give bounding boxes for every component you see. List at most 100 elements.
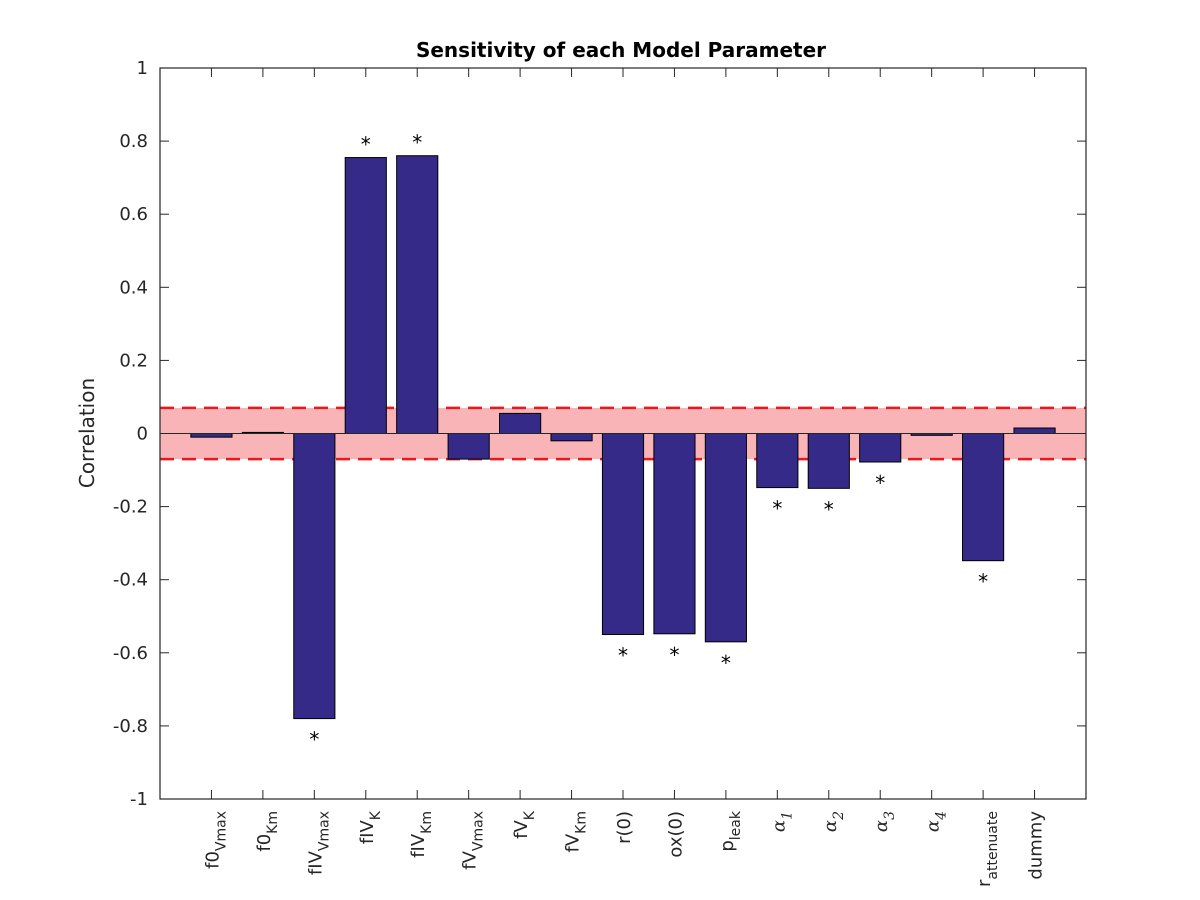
category-label-10: pleak: [717, 810, 744, 852]
bar-4: [396, 155, 439, 434]
category-label-text: fVKm: [563, 811, 590, 852]
category-label-subscript: Km: [574, 811, 590, 834]
y-tick-label: 0: [137, 424, 148, 445]
bar-16: [1013, 427, 1056, 434]
significance-marker: *: [361, 133, 371, 157]
bar-5: [447, 433, 490, 460]
y-tick-label: -0.6: [113, 643, 148, 664]
bar-15: [962, 433, 1005, 562]
category-label-base: fIV: [408, 833, 429, 858]
category-label-16: dummy: [1026, 811, 1047, 880]
category-label-14: α4: [923, 811, 950, 832]
category-label-subscript: leak: [728, 810, 744, 840]
y-axis-label: Correlation: [75, 378, 99, 488]
category-label-13: α3: [871, 811, 898, 832]
category-label-text: fIVVmax: [305, 811, 332, 875]
category-label-text: dummy: [1026, 811, 1047, 880]
axis-layer: -1 -0.8 -0.6 -0.4 -0.2 0 0.2 0.4 0.6 0.8 1: [113, 58, 1087, 810]
category-label-base: p: [717, 840, 738, 851]
category-label-base: α: [768, 820, 789, 832]
category-label-subscript: Vmax: [471, 811, 487, 851]
category-label-subscript: K: [522, 810, 538, 820]
category-label-text: f0Km: [254, 811, 281, 852]
bar-2: [293, 433, 336, 720]
category-label-text: ox(0): [665, 811, 686, 858]
category-label-base: r(0): [614, 811, 635, 844]
category-label-text: fIVK: [357, 810, 384, 844]
category-label-7: fVKm: [563, 811, 590, 852]
category-label-text: fVVmax: [460, 811, 487, 870]
y-tick-label: 0.8: [119, 131, 148, 152]
significance-marker: *: [978, 570, 988, 594]
bar-8: [601, 433, 645, 636]
category-label-base: α: [820, 820, 841, 832]
category-label-subscript: attenuate: [985, 811, 1001, 880]
category-label-base: fIV: [357, 820, 378, 845]
category-label-11: α1: [768, 811, 795, 832]
category-label-15: rattenuate: [974, 811, 1001, 887]
y-tick-label: -0.4: [113, 570, 148, 591]
bar-11: [756, 433, 799, 489]
category-label-subscript: 1: [779, 811, 795, 820]
category-label-text: α4: [923, 811, 950, 832]
category-label-text: fIVKm: [408, 811, 435, 858]
bar-3: [344, 157, 387, 435]
bar-0: [190, 433, 233, 438]
category-label-base: α: [923, 820, 944, 832]
category-label-base: r: [974, 879, 995, 887]
category-label-2: fIVVmax: [305, 811, 332, 875]
category-label-subscript: 3: [882, 811, 898, 820]
category-label-base: α: [871, 820, 892, 832]
y-tick-label: 0.6: [119, 204, 148, 225]
significance-marker: *: [412, 131, 422, 155]
category-label-text: α1: [768, 811, 795, 832]
significance-marker: *: [772, 497, 782, 521]
bar-7: [550, 433, 593, 442]
category-label-3: fIVK: [357, 810, 384, 844]
y-tick-label: -1: [130, 789, 148, 810]
y-tick-label: -0.2: [113, 497, 148, 518]
bar-layer: [160, 155, 1086, 720]
category-label-12: α2: [820, 811, 847, 832]
significance-marker: *: [669, 643, 679, 667]
category-label-9: ox(0): [665, 811, 686, 858]
category-label-subscript: Vmax: [213, 811, 229, 851]
y-tick-label: -0.8: [113, 716, 148, 737]
bar-6: [499, 412, 542, 434]
bar-12: [807, 433, 850, 489]
category-label-text: pleak: [717, 810, 744, 852]
significance-marker: *: [721, 651, 731, 675]
significance-marker: *: [875, 471, 885, 495]
significance-marker: *: [618, 644, 628, 668]
significance-marker: *: [309, 728, 319, 752]
category-label-base: f0: [254, 834, 275, 852]
bar-13: [859, 433, 902, 463]
category-label-4: fIVKm: [408, 811, 435, 858]
bar-10: [704, 433, 747, 643]
category-label-base: dummy: [1026, 811, 1047, 880]
category-label-text: α3: [871, 811, 898, 832]
category-label-subscript: 4: [934, 811, 950, 821]
category-label-base: fIV: [305, 850, 326, 875]
category-label-base: fV: [460, 850, 481, 869]
category-label-text: α2: [820, 811, 847, 832]
category-label-base: f0: [202, 851, 223, 869]
category-label-subscript: K: [368, 810, 384, 820]
category-label-6: fVK: [511, 810, 538, 839]
category-label-text: f0Vmax: [202, 811, 229, 869]
y-tick-label: 1: [137, 58, 148, 79]
category-label-subscript: 2: [831, 811, 847, 821]
y-tick-label: 0.4: [119, 277, 148, 298]
category-label-subscript: Km: [265, 811, 281, 834]
category-label-subscript: Km: [419, 811, 435, 834]
category-label-1: f0Km: [254, 811, 281, 852]
bar-9: [653, 433, 696, 635]
category-label-text: rattenuate: [974, 811, 1001, 887]
category-label-text: fVK: [511, 810, 538, 839]
y-tick-label: 0.2: [119, 350, 148, 371]
category-label-base: fV: [511, 820, 532, 839]
significance-marker: *: [824, 497, 834, 521]
category-label-5: fVVmax: [460, 811, 487, 870]
category-label-0: f0Vmax: [202, 811, 229, 869]
